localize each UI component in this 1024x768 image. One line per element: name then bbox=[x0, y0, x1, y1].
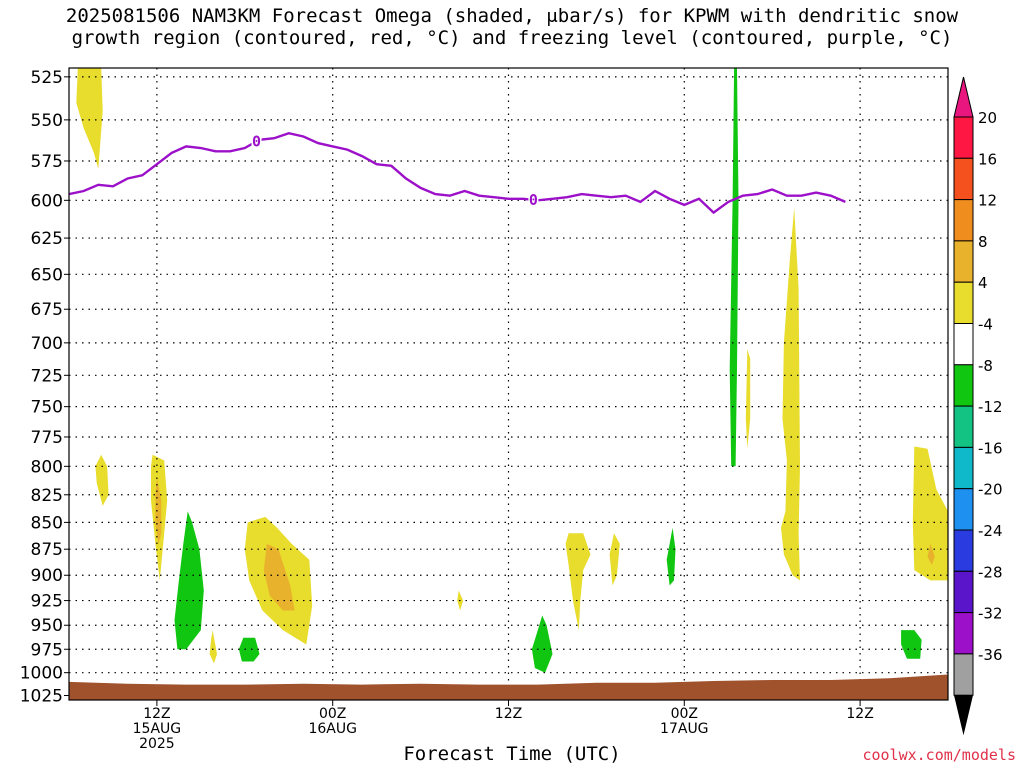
colorbar-label: -20 bbox=[978, 481, 1003, 499]
colorbar-label: -12 bbox=[978, 398, 1003, 416]
omega-region-4 bbox=[912, 446, 948, 581]
chart-title-line1: 2025081506 NAM3KM Forecast Omega (shaded… bbox=[65, 5, 959, 27]
omega-region-4 bbox=[781, 208, 800, 581]
omega-region--4 bbox=[901, 630, 922, 659]
freezing-level-label: 0 bbox=[252, 132, 261, 150]
omega-region-8 bbox=[927, 543, 935, 565]
colorbar-label: 16 bbox=[978, 150, 997, 168]
y-tick-label: 725 bbox=[31, 366, 63, 386]
freezing-level-label: 0 bbox=[529, 191, 538, 209]
colorbar-label: -28 bbox=[978, 563, 1003, 581]
y-tick-label: 800 bbox=[31, 457, 63, 477]
omega-region-4 bbox=[745, 349, 751, 449]
chart-title-line2: growth region (contoured, red, °C) and f… bbox=[71, 27, 953, 49]
x-tick-label: 12Z bbox=[143, 706, 170, 722]
x-tick-label: 15AUG bbox=[133, 721, 182, 737]
y-tick-label: 550 bbox=[31, 111, 63, 131]
colorbar-segment bbox=[953, 364, 974, 407]
colorbar-segment bbox=[953, 529, 974, 572]
y-tick-label: 875 bbox=[31, 540, 63, 560]
y-tick-label: 950 bbox=[31, 616, 63, 636]
x-tick-label: 12Z bbox=[495, 706, 522, 722]
colorbar-segment bbox=[953, 446, 974, 490]
colorbar-segment bbox=[953, 157, 974, 201]
colorbar-segment bbox=[953, 612, 974, 655]
colorbar-segment bbox=[953, 405, 974, 448]
omega-region-4 bbox=[76, 68, 103, 169]
y-tick-label: 850 bbox=[31, 513, 63, 533]
colorbar-bottom-arrow bbox=[954, 695, 973, 736]
y-tick-label: 625 bbox=[31, 229, 63, 249]
colorbar-label: -4 bbox=[978, 316, 993, 334]
colorbar-segment bbox=[953, 116, 974, 159]
colorbar-segment bbox=[953, 570, 974, 614]
omega-region--4 bbox=[174, 511, 204, 650]
y-tick-label: 675 bbox=[31, 300, 63, 320]
colorbar-label: -32 bbox=[978, 605, 1003, 623]
colorbar-top-arrow bbox=[953, 76, 974, 118]
colorbar-label: 20 bbox=[978, 109, 997, 127]
omega-region--4 bbox=[531, 615, 553, 673]
y-tick-label: 1025 bbox=[20, 687, 63, 707]
y-tick-label: 975 bbox=[31, 640, 63, 660]
freezing-level-line bbox=[69, 131, 846, 215]
colorbar-segment bbox=[953, 323, 974, 366]
omega-region-8 bbox=[155, 477, 162, 544]
y-tick-label: 650 bbox=[31, 265, 63, 285]
freezing-level-label-bg bbox=[251, 133, 262, 149]
colorbar-segment bbox=[953, 281, 974, 325]
colorbar-label: -36 bbox=[978, 646, 1003, 664]
colorbar-label: -24 bbox=[978, 522, 1003, 540]
y-tick-label: 600 bbox=[31, 191, 63, 211]
colorbar-label: 12 bbox=[978, 192, 997, 210]
colorbar-segment bbox=[953, 488, 974, 531]
y-tick-label: 750 bbox=[31, 398, 63, 418]
x-tick-label: 17AUG bbox=[660, 721, 709, 737]
omega-region-8 bbox=[263, 543, 295, 611]
x-tick-label: 2025 bbox=[139, 736, 175, 752]
plot-area: 00 bbox=[69, 68, 948, 700]
freezing-level-label-bg bbox=[528, 191, 539, 207]
x-tick-label: 00Z bbox=[671, 706, 698, 722]
x-axis-label: Forecast Time (UTC) bbox=[403, 743, 621, 765]
x-tick-label: 00Z bbox=[319, 706, 346, 722]
credit-link[interactable]: coolwx.com/models bbox=[862, 746, 1016, 764]
y-tick-label: 1000 bbox=[20, 664, 63, 684]
omega-region-4 bbox=[565, 533, 591, 631]
colorbar-label: -16 bbox=[978, 439, 1003, 457]
colorbar-segment bbox=[953, 653, 974, 696]
y-tick-label: 900 bbox=[31, 566, 63, 586]
omega-region-4 bbox=[95, 454, 109, 506]
x-tick-label: 16AUG bbox=[308, 721, 357, 737]
x-tick-label: 12Z bbox=[846, 706, 873, 722]
y-tick-label: 775 bbox=[31, 428, 63, 448]
omega-region--4 bbox=[238, 637, 260, 662]
terrain-fill bbox=[69, 674, 948, 700]
y-tick-label: 525 bbox=[31, 68, 63, 88]
y-tick-label: 700 bbox=[31, 334, 63, 354]
y-tick-label: 825 bbox=[31, 486, 63, 506]
colorbar-label: 4 bbox=[978, 274, 988, 292]
colorbar-segment bbox=[953, 240, 974, 283]
colorbar-label: 8 bbox=[978, 233, 988, 251]
omega-region-4 bbox=[609, 533, 620, 586]
colorbar-label: -8 bbox=[978, 357, 993, 375]
omega-region--4 bbox=[729, 68, 739, 467]
y-tick-label: 925 bbox=[31, 592, 63, 612]
y-tick-label: 575 bbox=[31, 152, 63, 172]
omega-region-4 bbox=[209, 630, 217, 664]
omega-region--4 bbox=[666, 527, 676, 586]
colorbar-segment bbox=[953, 199, 974, 242]
